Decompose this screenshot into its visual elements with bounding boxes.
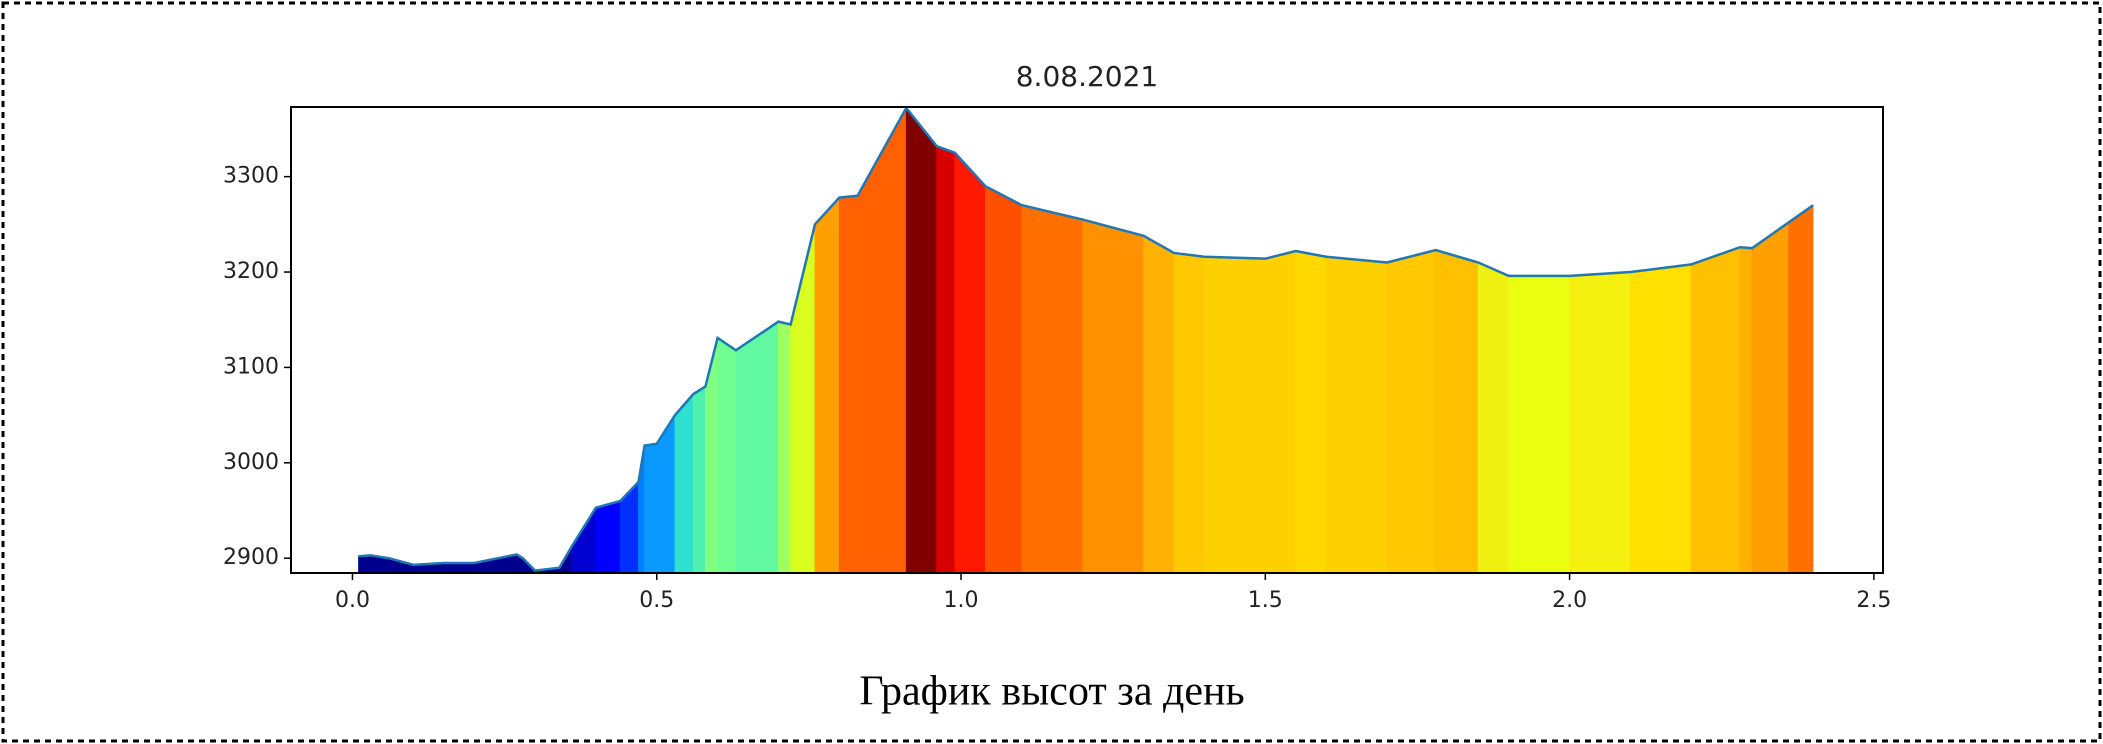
area-strip [1143,235,1175,574]
plot-frame [290,106,1884,574]
line [358,105,1814,572]
area-strip [1630,263,1692,574]
area-strip [1295,250,1327,574]
chart-title: 8.08.2021 [1016,60,1159,93]
y-tick-label: 3100 [223,354,279,379]
area-strip [443,562,475,574]
area-strip [984,185,1023,574]
area-strip [1173,252,1205,574]
area-strip [838,195,858,574]
area-strip [1021,204,1084,574]
x-tick-label: 1.5 [1248,588,1283,613]
area-strip [705,337,719,574]
area-strip [778,321,792,574]
area-strip [1264,250,1297,574]
y-tick-label: 3300 [223,164,279,189]
area-strip [473,553,518,574]
area-strip [1690,246,1741,574]
area-strip [1325,256,1388,574]
area-strip [1204,256,1266,574]
area-strip [857,106,907,574]
area-strip [644,443,658,574]
y-tick-label: 3200 [223,259,279,284]
y-tick-label: 2900 [223,545,279,570]
area-strip [717,337,737,574]
area-strip [1739,246,1753,574]
x-tick-label: 1.0 [944,588,979,613]
x-tick-label: 0.0 [335,588,370,613]
area-strip [954,151,986,574]
area-strip [735,320,779,574]
area-strip [1435,249,1479,574]
x-tick-label: 2.0 [1552,588,1587,613]
area-strip [1569,271,1631,574]
area-strip [905,106,938,574]
x-tick-label: 2.5 [1856,588,1891,613]
area-strip [1477,261,1510,574]
x-tick-label: 0.5 [639,588,674,613]
area-strip [1386,249,1437,574]
area-strip [1508,275,1570,574]
area-strip [595,500,621,574]
area-strip [692,385,706,574]
area-strip [674,393,694,574]
area-strip [1788,204,1814,574]
y-tick-label: 3000 [223,450,279,475]
area-strip [936,145,956,574]
area-strip [1082,219,1144,574]
area-strip [1751,221,1790,574]
area-strip [619,480,639,574]
caption: График высот за день [859,669,1244,715]
area-strip [358,554,372,574]
area-strip [814,196,840,574]
